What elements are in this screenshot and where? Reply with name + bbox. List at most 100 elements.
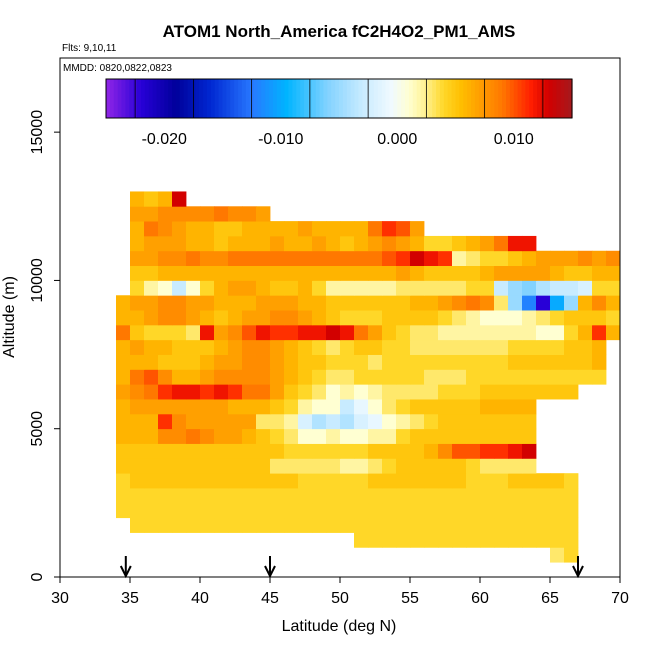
heatmap-cell bbox=[130, 339, 145, 355]
heatmap-cell bbox=[592, 339, 607, 355]
heatmap-cell bbox=[550, 354, 565, 370]
heatmap-cell bbox=[270, 413, 285, 430]
heatmap-cell bbox=[466, 517, 481, 533]
heatmap-cell bbox=[186, 488, 201, 504]
heatmap-cell bbox=[550, 295, 565, 311]
heatmap-cell bbox=[466, 502, 481, 519]
heatmap-cell bbox=[522, 399, 537, 415]
heatmap-cell bbox=[340, 502, 355, 519]
heatmap-cell bbox=[270, 265, 285, 281]
heatmap-cell bbox=[228, 458, 243, 474]
colorbar-segment bbox=[354, 79, 360, 118]
heatmap-cell bbox=[326, 354, 341, 370]
heatmap-cell bbox=[172, 250, 187, 266]
flight-marker-arrowhead bbox=[264, 565, 276, 579]
colorbar-segment bbox=[478, 79, 484, 118]
heatmap-cell bbox=[144, 265, 159, 281]
heatmap-cell bbox=[270, 280, 285, 296]
heatmap-cell bbox=[256, 221, 271, 237]
dates-label: MMDD: 0820,0822,0823 bbox=[63, 63, 172, 74]
colorbar-segment bbox=[463, 79, 468, 118]
heatmap-cell bbox=[494, 473, 509, 489]
heatmap-cell bbox=[424, 384, 439, 400]
heatmap-cell bbox=[480, 502, 495, 519]
heatmap-cell bbox=[410, 413, 425, 430]
heatmap-cell bbox=[368, 280, 383, 296]
heatmap-cell bbox=[228, 428, 243, 444]
heatmap-cell bbox=[382, 339, 397, 355]
heatmap-cell bbox=[564, 517, 579, 533]
heatmap-cell bbox=[466, 280, 481, 296]
heatmap-cell bbox=[228, 354, 243, 370]
heatmap-cell bbox=[382, 532, 397, 548]
heatmap-cell bbox=[466, 443, 481, 459]
heatmap-cell bbox=[144, 310, 159, 326]
heatmap-cell bbox=[242, 295, 257, 311]
heatmap-cell bbox=[424, 443, 439, 459]
colorbar-segment bbox=[451, 79, 457, 118]
x-tick-label: 40 bbox=[191, 590, 209, 607]
colorbar-segment bbox=[253, 79, 259, 118]
heatmap-cell bbox=[536, 354, 551, 370]
heatmap-cell bbox=[368, 354, 383, 370]
heatmap-cell bbox=[116, 458, 131, 474]
heatmap-cell bbox=[564, 369, 579, 385]
heatmap-cell bbox=[592, 324, 607, 341]
heatmap-cell bbox=[466, 295, 481, 311]
heatmap-cell bbox=[452, 235, 467, 252]
heatmap-cell bbox=[522, 488, 537, 504]
heatmap-cell bbox=[256, 265, 271, 281]
heatmap-cell bbox=[130, 384, 145, 400]
heatmap-cell bbox=[550, 265, 565, 281]
colorbar-tick-label: -0.020 bbox=[142, 131, 187, 148]
heatmap-cell bbox=[424, 399, 439, 415]
heatmap-cell bbox=[242, 250, 257, 266]
heatmap-cell bbox=[480, 369, 495, 385]
heatmap-cell bbox=[298, 339, 313, 355]
heatmap-cell bbox=[466, 473, 481, 489]
heatmap-cell bbox=[242, 235, 257, 252]
heatmap-cell bbox=[298, 488, 313, 504]
heatmap-cell bbox=[326, 399, 341, 415]
heatmap-cell bbox=[312, 354, 327, 370]
heatmap-cell bbox=[494, 488, 509, 504]
heatmap-cell bbox=[480, 473, 495, 489]
heatmap-cell bbox=[144, 517, 159, 533]
heatmap-cell bbox=[508, 384, 523, 400]
heatmap-cell bbox=[424, 324, 439, 341]
heatmap-cell bbox=[144, 473, 159, 489]
heatmap-cell bbox=[200, 458, 215, 474]
heatmap-cell bbox=[284, 265, 299, 281]
heatmap-cell bbox=[130, 265, 145, 281]
heatmap-cell bbox=[228, 221, 243, 237]
y-tick-label: 10000 bbox=[29, 258, 46, 303]
heatmap-cell bbox=[382, 428, 397, 444]
heatmap-cell bbox=[242, 517, 257, 533]
heatmap-cell bbox=[284, 443, 299, 459]
heatmap-cell bbox=[186, 458, 201, 474]
heatmap-cell bbox=[382, 265, 397, 281]
heatmap-cell bbox=[200, 399, 215, 415]
heatmap-cell bbox=[564, 280, 579, 296]
heatmap-cell bbox=[396, 517, 411, 533]
heatmap-cell bbox=[536, 369, 551, 385]
heatmap-cell bbox=[564, 310, 579, 326]
heatmap-cell bbox=[368, 324, 383, 341]
heatmap-cell bbox=[172, 280, 187, 296]
colorbar-segment bbox=[106, 79, 111, 118]
colorbar-segment bbox=[416, 79, 422, 118]
colorbar-segment bbox=[148, 79, 154, 118]
heatmap-cell bbox=[144, 280, 159, 296]
heatmap-cell bbox=[382, 280, 397, 296]
heatmap-cell bbox=[200, 235, 215, 252]
heatmap-cell bbox=[228, 250, 243, 266]
heatmap-cell bbox=[298, 250, 313, 266]
heatmap-cell bbox=[480, 428, 495, 444]
heatmap-cell bbox=[564, 473, 579, 489]
heatmap-cell bbox=[410, 265, 425, 281]
colorbar-segment bbox=[490, 79, 495, 118]
heatmap-cell bbox=[368, 265, 383, 281]
heatmap-cell bbox=[270, 428, 285, 444]
heatmap-cell bbox=[564, 339, 579, 355]
